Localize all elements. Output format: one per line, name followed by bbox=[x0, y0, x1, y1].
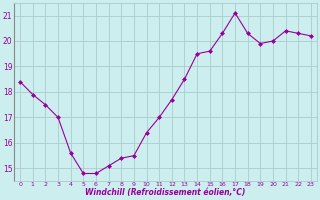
X-axis label: Windchill (Refroidissement éolien,°C): Windchill (Refroidissement éolien,°C) bbox=[85, 188, 246, 197]
